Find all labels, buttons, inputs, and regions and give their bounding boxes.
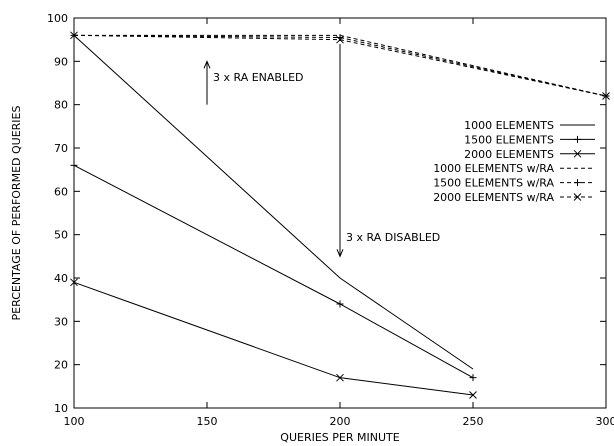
- y-tick-label: 30: [54, 315, 68, 328]
- x-tick-label: 150: [197, 415, 218, 428]
- data-point: [469, 391, 477, 399]
- data-point: [602, 92, 610, 100]
- legend-marker: [574, 179, 581, 187]
- data-point: [336, 373, 344, 382]
- y-tick-label: 40: [54, 272, 68, 285]
- legend-marker: [573, 193, 582, 201]
- x-axis: 100 150 200 250 300: [64, 18, 614, 428]
- annotations: 3 x RA ENABLED 3 x RA DISABLED: [203, 44, 440, 258]
- data-point: [336, 35, 344, 44]
- data-point: [336, 300, 344, 308]
- legend-label: 2000 ELEMENTS w/RA: [433, 191, 554, 204]
- x-axis-title: QUERIES PER MINUTE: [280, 431, 399, 444]
- legend-label: 2000 ELEMENTS: [464, 148, 554, 161]
- y-axis: 10 20 30 40 50 60 70 80 90 100: [47, 12, 606, 415]
- y-tick-label: 90: [54, 55, 68, 68]
- y-tick-label: 50: [54, 229, 68, 242]
- arrow-head: [336, 249, 344, 258]
- y-tick-label: 100: [47, 12, 68, 25]
- data-point: [70, 31, 78, 40]
- y-tick-label: 10: [54, 402, 68, 415]
- series-layer: [70, 31, 610, 399]
- x-tick-label: 300: [596, 415, 614, 428]
- annotation-label: 3 x RA DISABLED: [346, 231, 440, 244]
- x-tick-label: 200: [330, 415, 351, 428]
- y-tick-label: 80: [54, 99, 68, 112]
- series-line: [73, 34, 474, 370]
- series-line: [73, 164, 474, 379]
- x-tick-label: 100: [64, 415, 85, 428]
- annotation-label: 3 x RA ENABLED: [213, 71, 304, 84]
- x-tick-label: 250: [463, 415, 484, 428]
- arrow-head: [203, 60, 211, 69]
- legend-label: 1500 ELEMENTS: [464, 133, 554, 146]
- y-tick-label: 70: [54, 142, 68, 155]
- data-point: [469, 374, 477, 382]
- legend-marker: [573, 149, 582, 158]
- y-tick-label: 60: [54, 185, 68, 198]
- legend-label: 1500 ELEMENTS w/RA: [433, 177, 554, 190]
- series-line: [73, 281, 474, 396]
- legend-marker: [574, 135, 581, 143]
- legend-label: 1000 ELEMENTS: [464, 119, 554, 132]
- y-tick-label: 20: [54, 359, 68, 372]
- y-axis-title: PERCENTAGE OF PERFORMED QUERIES: [10, 106, 23, 321]
- data-point: [70, 161, 78, 169]
- legend-label: 1000 ELEMENTS w/RA: [433, 162, 554, 175]
- data-point: [70, 278, 78, 287]
